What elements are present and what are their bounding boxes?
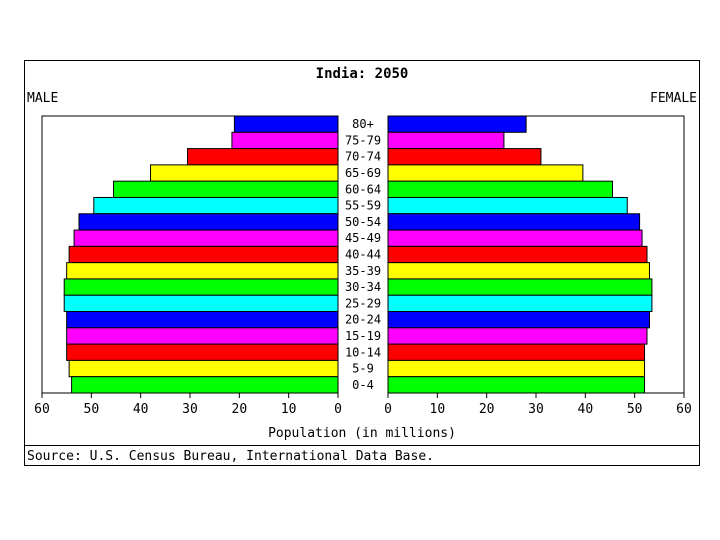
male-bar-40-44 — [68, 245, 339, 264]
male-tick-label: 10 — [281, 402, 297, 417]
male-tick-label: 0 — [334, 402, 342, 417]
female-bar-20-24 — [387, 311, 650, 329]
age-label: 60-64 — [345, 182, 381, 196]
male-bar-60-64 — [113, 180, 339, 198]
age-label: 35-39 — [345, 264, 381, 278]
female-bar-30-34 — [387, 278, 653, 296]
male-bar-5-9 — [68, 359, 339, 378]
male-tick-label: 40 — [133, 402, 149, 417]
male-bar-15-19 — [66, 327, 339, 345]
female-tick-label: 40 — [578, 402, 594, 417]
female-bar-40-44 — [387, 245, 648, 264]
source-divider — [25, 445, 699, 446]
chart-title: India: 2050 — [315, 66, 409, 82]
male-bar-45-49 — [73, 229, 339, 247]
female-label: FEMALE — [650, 91, 697, 106]
male-bar-75-79 — [231, 131, 339, 150]
female-bar-50-54 — [387, 213, 641, 231]
female-bar-70-74 — [387, 148, 542, 166]
male-tick-label: 30 — [182, 402, 198, 417]
female-bar-80+ — [387, 115, 527, 133]
age-label: 75-79 — [345, 133, 381, 147]
female-bar-45-49 — [387, 229, 643, 247]
male-bar-20-24 — [66, 311, 339, 329]
male-bar-25-29 — [63, 294, 339, 313]
female-tick-label: 20 — [479, 402, 495, 417]
female-bar-35-39 — [387, 262, 650, 280]
female-bar-25-29 — [387, 294, 653, 313]
female-tick-label: 10 — [430, 402, 446, 417]
female-bar-55-59 — [387, 196, 628, 215]
female-bar-5-9 — [387, 359, 646, 378]
age-label: 10-14 — [345, 345, 381, 359]
age-label: 55-59 — [345, 199, 381, 213]
female-tick-label: 60 — [676, 402, 692, 417]
male-bar-0-4 — [71, 376, 339, 394]
female-bar-15-19 — [387, 327, 648, 345]
male-tick-label: 20 — [232, 402, 248, 417]
source-note: Source: U.S. Census Bureau, Internationa… — [27, 449, 434, 464]
male-bar-10-14 — [66, 343, 339, 361]
male-bar-70-74 — [187, 148, 339, 166]
male-bar-55-59 — [93, 196, 339, 215]
female-bar-60-64 — [387, 180, 613, 198]
male-bar-35-39 — [66, 262, 339, 280]
male-bar-65-69 — [150, 164, 339, 182]
male-bar-30-34 — [63, 278, 339, 296]
male-tick-label: 50 — [84, 402, 100, 417]
male-tick-label: 60 — [34, 402, 50, 417]
age-label: 25-29 — [345, 296, 381, 310]
male-bar-80+ — [233, 115, 339, 133]
x-axis-label: Population (in millions) — [268, 426, 456, 441]
age-label: 0-4 — [352, 378, 374, 392]
age-label: 50-54 — [345, 215, 381, 229]
age-label: 20-24 — [345, 313, 381, 327]
female-tick-label: 30 — [528, 402, 544, 417]
female-bar-0-4 — [387, 376, 646, 394]
age-label: 40-44 — [345, 248, 381, 262]
age-label: 65-69 — [345, 166, 381, 180]
chart-frame: India: 2050 MALE FEMALE 80+ 75-79 70-74 65-… — [24, 60, 700, 466]
male-label: MALE — [27, 91, 59, 106]
age-label: 15-19 — [345, 329, 381, 343]
age-label: 80+ — [352, 117, 374, 131]
age-label: 70-74 — [345, 150, 381, 164]
male-bar-50-54 — [78, 213, 339, 231]
female-tick-label: 50 — [627, 402, 643, 417]
female-bar-10-14 — [387, 343, 646, 361]
population-pyramid: 80+ 75-79 70-74 65-69 60-64 55-59 50-54 45-49 40… — [34, 115, 692, 417]
age-label: 45-49 — [345, 231, 381, 245]
female-bar-65-69 — [387, 164, 584, 182]
age-label: 30-34 — [345, 280, 381, 294]
female-tick-label: 0 — [384, 402, 392, 417]
female-bar-75-79 — [387, 131, 505, 150]
age-label: 5-9 — [352, 362, 374, 376]
